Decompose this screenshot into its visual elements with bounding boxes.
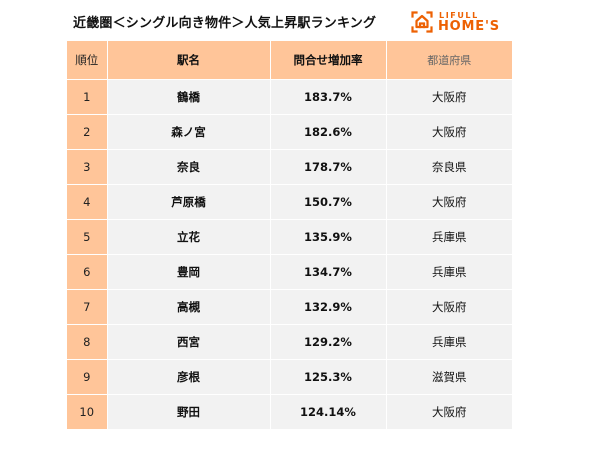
header-rank: 順位 <box>67 41 108 80</box>
prefecture-cell: 大阪府 <box>386 184 512 220</box>
rank-cell: 8 <box>67 324 108 360</box>
station-cell: 高槻 <box>107 289 271 325</box>
prefecture-cell: 滋賀県 <box>386 359 512 395</box>
rank-cell: 4 <box>67 184 108 220</box>
rate-cell: 182.6% <box>270 114 387 150</box>
rate-cell: 135.9% <box>270 219 387 255</box>
station-cell: 芦原橋 <box>107 184 271 220</box>
station-cell: 豊岡 <box>107 254 271 290</box>
station-cell: 森ノ宮 <box>107 114 271 150</box>
station-cell: 野田 <box>107 394 271 430</box>
rank-cell: 2 <box>67 114 108 150</box>
rank-cell: 9 <box>67 359 108 395</box>
ranking-table: 順位 駅名 問合せ増加率 都道府県 1 鶴橋 183.7% 大阪府 2 森ノ宮 … <box>67 41 512 430</box>
prefecture-cell: 大阪府 <box>386 114 512 150</box>
lifull-homes-logo: LIFULL HOME'S <box>410 9 520 35</box>
station-cell: 奈良 <box>107 149 271 185</box>
header-rate: 問合せ増加率 <box>270 41 387 80</box>
logo-brand-large: HOME'S <box>438 19 500 34</box>
table-row: 6 豊岡 134.7% 兵庫県 <box>67 254 512 290</box>
table-row: 1 鶴橋 183.7% 大阪府 <box>67 79 512 115</box>
prefecture-cell: 兵庫県 <box>386 219 512 255</box>
rate-cell: 124.14% <box>270 394 387 430</box>
table-row: 4 芦原橋 150.7% 大阪府 <box>67 184 512 220</box>
table-header-row: 順位 駅名 問合せ増加率 都道府県 <box>67 41 512 80</box>
station-cell: 鶴橋 <box>107 79 271 115</box>
page-title: 近畿圏＜シングル向き物件＞人気上昇駅ランキング <box>73 16 377 31</box>
rank-cell: 5 <box>67 219 108 255</box>
rank-cell: 7 <box>67 289 108 325</box>
table-row: 5 立花 135.9% 兵庫県 <box>67 219 512 255</box>
station-cell: 彦根 <box>107 359 271 395</box>
header-station: 駅名 <box>107 41 271 80</box>
rate-cell: 129.2% <box>270 324 387 360</box>
prefecture-cell: 大阪府 <box>386 394 512 430</box>
house-frame-icon <box>411 11 433 33</box>
logo-brand-small: LIFULL <box>439 11 479 20</box>
prefecture-cell: 大阪府 <box>386 79 512 115</box>
table-row: 10 野田 124.14% 大阪府 <box>67 394 512 430</box>
rank-cell: 3 <box>67 149 108 185</box>
rate-cell: 125.3% <box>270 359 387 395</box>
rate-cell: 178.7% <box>270 149 387 185</box>
rate-cell: 150.7% <box>270 184 387 220</box>
prefecture-cell: 兵庫県 <box>386 324 512 360</box>
prefecture-cell: 奈良県 <box>386 149 512 185</box>
rate-cell: 132.9% <box>270 289 387 325</box>
prefecture-cell: 兵庫県 <box>386 254 512 290</box>
table-row: 8 西宮 129.2% 兵庫県 <box>67 324 512 360</box>
rank-cell: 6 <box>67 254 108 290</box>
station-cell: 立花 <box>107 219 271 255</box>
rate-cell: 183.7% <box>270 79 387 115</box>
header-prefecture: 都道府県 <box>386 41 512 80</box>
rate-cell: 134.7% <box>270 254 387 290</box>
station-cell: 西宮 <box>107 324 271 360</box>
table-row: 7 高槻 132.9% 大阪府 <box>67 289 512 325</box>
prefecture-cell: 大阪府 <box>386 289 512 325</box>
rank-cell: 10 <box>67 394 108 430</box>
table-row: 9 彦根 125.3% 滋賀県 <box>67 359 512 395</box>
table-row: 2 森ノ宮 182.6% 大阪府 <box>67 114 512 150</box>
table-row: 3 奈良 178.7% 奈良県 <box>67 149 512 185</box>
rank-cell: 1 <box>67 79 108 115</box>
